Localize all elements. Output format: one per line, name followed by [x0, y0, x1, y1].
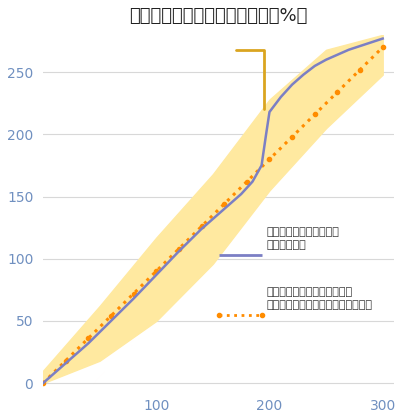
- Text: 照射した放射線量とまったく
同じ値が表示される理想的なグラフ: 照射した放射線量とまったく 同じ値が表示される理想的なグラフ: [266, 286, 372, 310]
- Text: 実際に測定器を一台ずつ
測定した結果: 実際に測定器を一台ずつ 測定した結果: [266, 227, 339, 250]
- Title: 線量率の固有相対誤差の範囲（%）: 線量率の固有相対誤差の範囲（%）: [129, 7, 308, 25]
